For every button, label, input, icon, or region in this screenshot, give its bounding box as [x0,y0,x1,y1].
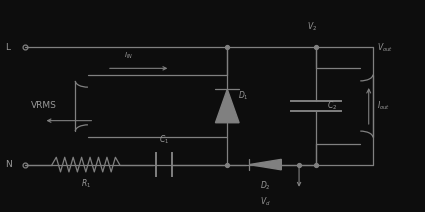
Text: $R_{1}$: $R_{1}$ [81,177,91,190]
Text: $C_{2}$: $C_{2}$ [326,100,337,112]
Polygon shape [215,89,239,123]
Text: $V_{2}$: $V_{2}$ [307,20,317,33]
Polygon shape [249,159,281,170]
Text: $V_{d}$: $V_{d}$ [260,196,271,208]
Text: $C_{1}$: $C_{1}$ [159,133,169,146]
Text: $D_{1}$: $D_{1}$ [238,89,249,102]
Text: N: N [6,160,12,169]
Text: L: L [6,43,11,52]
Text: $I_{IN}$: $I_{IN}$ [124,51,133,61]
Text: $I_{out}$: $I_{out}$ [377,100,390,112]
Text: VRMS: VRMS [31,102,57,110]
Text: $V_{out}$: $V_{out}$ [377,41,393,54]
Text: $D_{2}$: $D_{2}$ [260,179,271,192]
